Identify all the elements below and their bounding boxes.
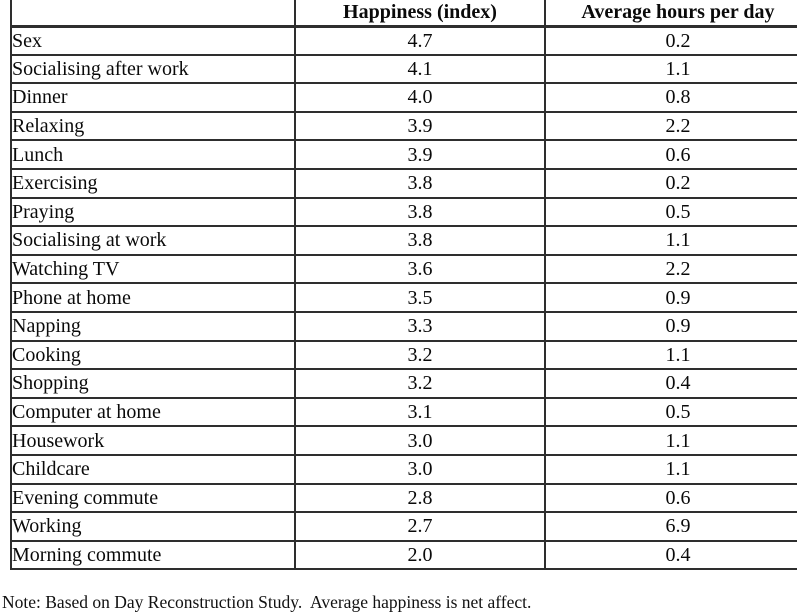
hours-cell: 0.2 (544, 167, 797, 199)
hours-cell: 0.4 (544, 368, 797, 399)
table-row: Lunch 3.9 0.6 (10, 139, 797, 170)
happiness-cell: 2.7 (294, 511, 546, 542)
table-row: Dinner 4.0 0.8 (10, 82, 797, 113)
hours-cell: 0.6 (544, 139, 797, 170)
happiness-cell: 3.8 (294, 225, 546, 256)
happiness-cell: 3.3 (294, 310, 546, 342)
happiness-cell: 3.9 (294, 110, 546, 142)
table-row: Socialising at work 3.8 1.1 (10, 225, 797, 256)
activity-cell: Childcare (10, 453, 296, 485)
table-row: Working 2.7 6.9 (10, 511, 797, 542)
table-row: Sex 4.7 0.2 (10, 25, 797, 56)
table-row: Praying 3.8 0.5 (10, 196, 797, 228)
table-row: Exercising 3.8 0.2 (10, 167, 797, 199)
happiness-cell: 4.0 (294, 82, 546, 113)
header-row: Happiness (index) Average hours per day (10, 0, 797, 28)
hours-cell: 0.5 (544, 196, 797, 228)
hours-cell: 0.9 (544, 310, 797, 342)
happiness-cell: 3.0 (294, 425, 546, 456)
happiness-cell: 3.9 (294, 139, 546, 170)
activity-cell: Housework (10, 425, 296, 456)
table-row: Childcare 3.0 1.1 (10, 453, 797, 485)
hours-cell: 6.9 (544, 511, 797, 542)
happiness-cell: 2.8 (294, 482, 546, 514)
hours-cell: 0.6 (544, 482, 797, 514)
hours-cell: 1.1 (544, 453, 797, 485)
column-header-happiness: Happiness (index) (294, 0, 546, 28)
table-row: Shopping 3.2 0.4 (10, 368, 797, 399)
activity-cell: Cooking (10, 339, 296, 371)
happiness-cell: 3.5 (294, 282, 546, 313)
happiness-cell: 4.7 (294, 25, 546, 56)
table-row: Cooking 3.2 1.1 (10, 339, 797, 371)
table-row: Watching TV 3.6 2.2 (10, 253, 797, 285)
table-row: Phone at home 3.5 0.9 (10, 282, 797, 313)
hours-cell: 0.4 (544, 539, 797, 571)
happiness-cell: 3.8 (294, 196, 546, 228)
happiness-cell: 2.0 (294, 539, 546, 571)
happiness-cell: 4.1 (294, 53, 546, 85)
activity-cell: Praying (10, 196, 296, 228)
hours-cell: 1.1 (544, 425, 797, 456)
activity-cell: Socialising after work (10, 53, 296, 85)
happiness-cell: 3.2 (294, 368, 546, 399)
hours-cell: 1.1 (544, 53, 797, 85)
activity-cell: Watching TV (10, 253, 296, 285)
table-row: Evening commute 2.8 0.6 (10, 482, 797, 514)
column-header-activity (10, 0, 296, 28)
happiness-cell: 3.1 (294, 396, 546, 428)
activity-cell: Sex (10, 25, 296, 56)
activity-cell: Napping (10, 310, 296, 342)
happiness-cell: 3.2 (294, 339, 546, 371)
hours-cell: 0.5 (544, 396, 797, 428)
happiness-cell: 3.8 (294, 167, 546, 199)
hours-cell: 1.1 (544, 225, 797, 256)
hours-cell: 1.1 (544, 339, 797, 371)
activity-cell: Working (10, 511, 296, 542)
table-row: Housework 3.0 1.1 (10, 425, 797, 456)
hours-cell: 0.2 (544, 25, 797, 56)
table-row: Socialising after work 4.1 1.1 (10, 53, 797, 85)
hours-cell: 0.8 (544, 82, 797, 113)
activity-cell: Phone at home (10, 282, 296, 313)
activity-cell: Shopping (10, 368, 296, 399)
activities-happiness-table: Happiness (index) Average hours per day … (10, 0, 797, 571)
activity-cell: Socialising at work (10, 225, 296, 256)
column-header-hours: Average hours per day (544, 0, 797, 28)
activity-cell: Evening commute (10, 482, 296, 514)
happiness-cell: 3.6 (294, 253, 546, 285)
hours-cell: 0.9 (544, 282, 797, 313)
hours-cell: 2.2 (544, 253, 797, 285)
activity-cell: Lunch (10, 139, 296, 170)
activity-cell: Relaxing (10, 110, 296, 142)
table-row: Napping 3.3 0.9 (10, 310, 797, 342)
activity-cell: Dinner (10, 82, 296, 113)
activity-cell: Morning commute (10, 539, 296, 571)
table-body: Sex 4.7 0.2 Socialising after work 4.1 1… (10, 25, 797, 571)
table-row: Computer at home 3.1 0.5 (10, 396, 797, 428)
activity-cell: Exercising (10, 167, 296, 199)
table-row: Morning commute 2.0 0.4 (10, 539, 797, 571)
table-row: Relaxing 3.9 2.2 (10, 110, 797, 142)
happiness-cell: 3.0 (294, 453, 546, 485)
footnote: Note: Based on Day Reconstruction Study.… (2, 592, 532, 612)
activity-cell: Computer at home (10, 396, 296, 428)
hours-cell: 2.2 (544, 110, 797, 142)
